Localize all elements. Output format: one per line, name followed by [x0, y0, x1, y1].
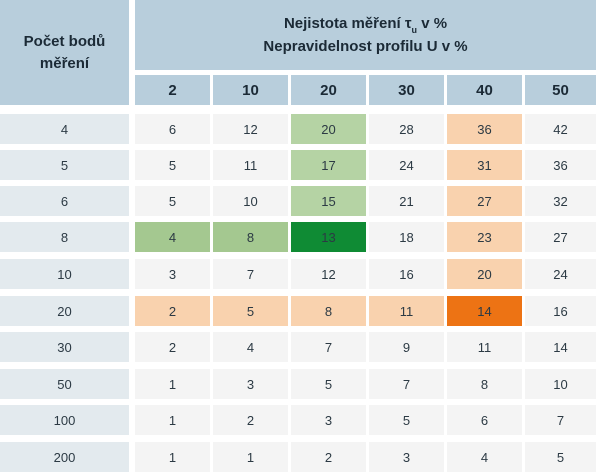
table-cell-highlighted: 4 — [135, 222, 210, 252]
table-cell: 10 — [525, 369, 596, 399]
table-cell: 24 — [525, 259, 596, 289]
table-cell: 3 — [369, 442, 444, 472]
title-subscript: u — [411, 24, 418, 35]
table-cell: 5 — [525, 442, 596, 472]
table-cell: 2 — [213, 405, 288, 435]
table-cell: 21 — [369, 186, 444, 216]
table-cell-highlighted: 23 — [447, 222, 522, 252]
table-cell: 36 — [525, 150, 596, 180]
table-cell-highlighted: 13 — [291, 222, 366, 252]
row-label: 5 — [0, 150, 129, 180]
table-cell: 28 — [369, 114, 444, 144]
row-label: 8 — [0, 222, 129, 252]
table-cell: 16 — [525, 296, 596, 326]
row-label: 50 — [0, 369, 129, 399]
table-cell: 6 — [447, 405, 522, 435]
table-cell: 16 — [369, 259, 444, 289]
table-cell: 3 — [291, 405, 366, 435]
row-label: 20 — [0, 296, 129, 326]
table-cell-highlighted: 17 — [291, 150, 366, 180]
table-cell-highlighted: 31 — [447, 150, 522, 180]
table-cell: 42 — [525, 114, 596, 144]
row-label: 6 — [0, 186, 129, 216]
table-cell: 11 — [447, 332, 522, 362]
table-header-row-label: Počet bodů měření — [0, 0, 129, 105]
table-cell: 4 — [447, 442, 522, 472]
table-cell: 18 — [369, 222, 444, 252]
table-cell: 9 — [369, 332, 444, 362]
table-cell: 7 — [291, 332, 366, 362]
table-cell: 2 — [135, 332, 210, 362]
column-header: 50 — [525, 75, 596, 105]
row-label: 4 — [0, 114, 129, 144]
table-cell: 12 — [291, 259, 366, 289]
table-cell: 1 — [213, 442, 288, 472]
table-cell-highlighted: 20 — [291, 114, 366, 144]
table-cell-highlighted: 2 — [135, 296, 210, 326]
table-cell-highlighted: 36 — [447, 114, 522, 144]
table-cell: 1 — [135, 405, 210, 435]
column-header: 2 — [135, 75, 210, 105]
table-cell: 1 — [135, 369, 210, 399]
table-cell: 5 — [369, 405, 444, 435]
table-cell: 11 — [213, 150, 288, 180]
table-cell: 24 — [369, 150, 444, 180]
column-header: 10 — [213, 75, 288, 105]
table-cell: 3 — [135, 259, 210, 289]
table-cell-highlighted: 20 — [447, 259, 522, 289]
table-cell: 2 — [291, 442, 366, 472]
table-cell: 1 — [135, 442, 210, 472]
table-cell-highlighted: 11 — [369, 296, 444, 326]
table-cell: 14 — [525, 332, 596, 362]
table-cell-highlighted: 8 — [213, 222, 288, 252]
table-cell: 8 — [447, 369, 522, 399]
table-cell: 7 — [525, 405, 596, 435]
table-cell: 12 — [213, 114, 288, 144]
row-label: 10 — [0, 259, 129, 289]
column-header: 30 — [369, 75, 444, 105]
column-header: 40 — [447, 75, 522, 105]
table-cell: 5 — [135, 150, 210, 180]
row-label: 30 — [0, 332, 129, 362]
row-label: 200 — [0, 442, 129, 472]
table-header-title: Nejistota měření τu v % Nepravidelnost p… — [135, 0, 596, 70]
table-cell: 10 — [213, 186, 288, 216]
table-cell: 3 — [213, 369, 288, 399]
table-cell: 4 — [213, 332, 288, 362]
table-cell-highlighted: 8 — [291, 296, 366, 326]
table-cell-highlighted: 27 — [447, 186, 522, 216]
table-cell: 5 — [291, 369, 366, 399]
title-line1: Nejistota měření τu v % — [283, 14, 448, 35]
row-label: 100 — [0, 405, 129, 435]
table-cell: 5 — [135, 186, 210, 216]
table-cell-highlighted: 5 — [213, 296, 288, 326]
column-header: 20 — [291, 75, 366, 105]
table-cell: 7 — [213, 259, 288, 289]
title-line2: Nepravidelnost profilu U v % — [263, 37, 468, 55]
row-label-line2: měření — [39, 54, 90, 72]
table-cell: 6 — [135, 114, 210, 144]
table-cell-highlighted: 15 — [291, 186, 366, 216]
table-cell: 27 — [525, 222, 596, 252]
table-cell: 32 — [525, 186, 596, 216]
table-cell: 7 — [369, 369, 444, 399]
row-label-line1: Počet bodů — [23, 32, 106, 50]
table-cell-highlighted: 14 — [447, 296, 522, 326]
